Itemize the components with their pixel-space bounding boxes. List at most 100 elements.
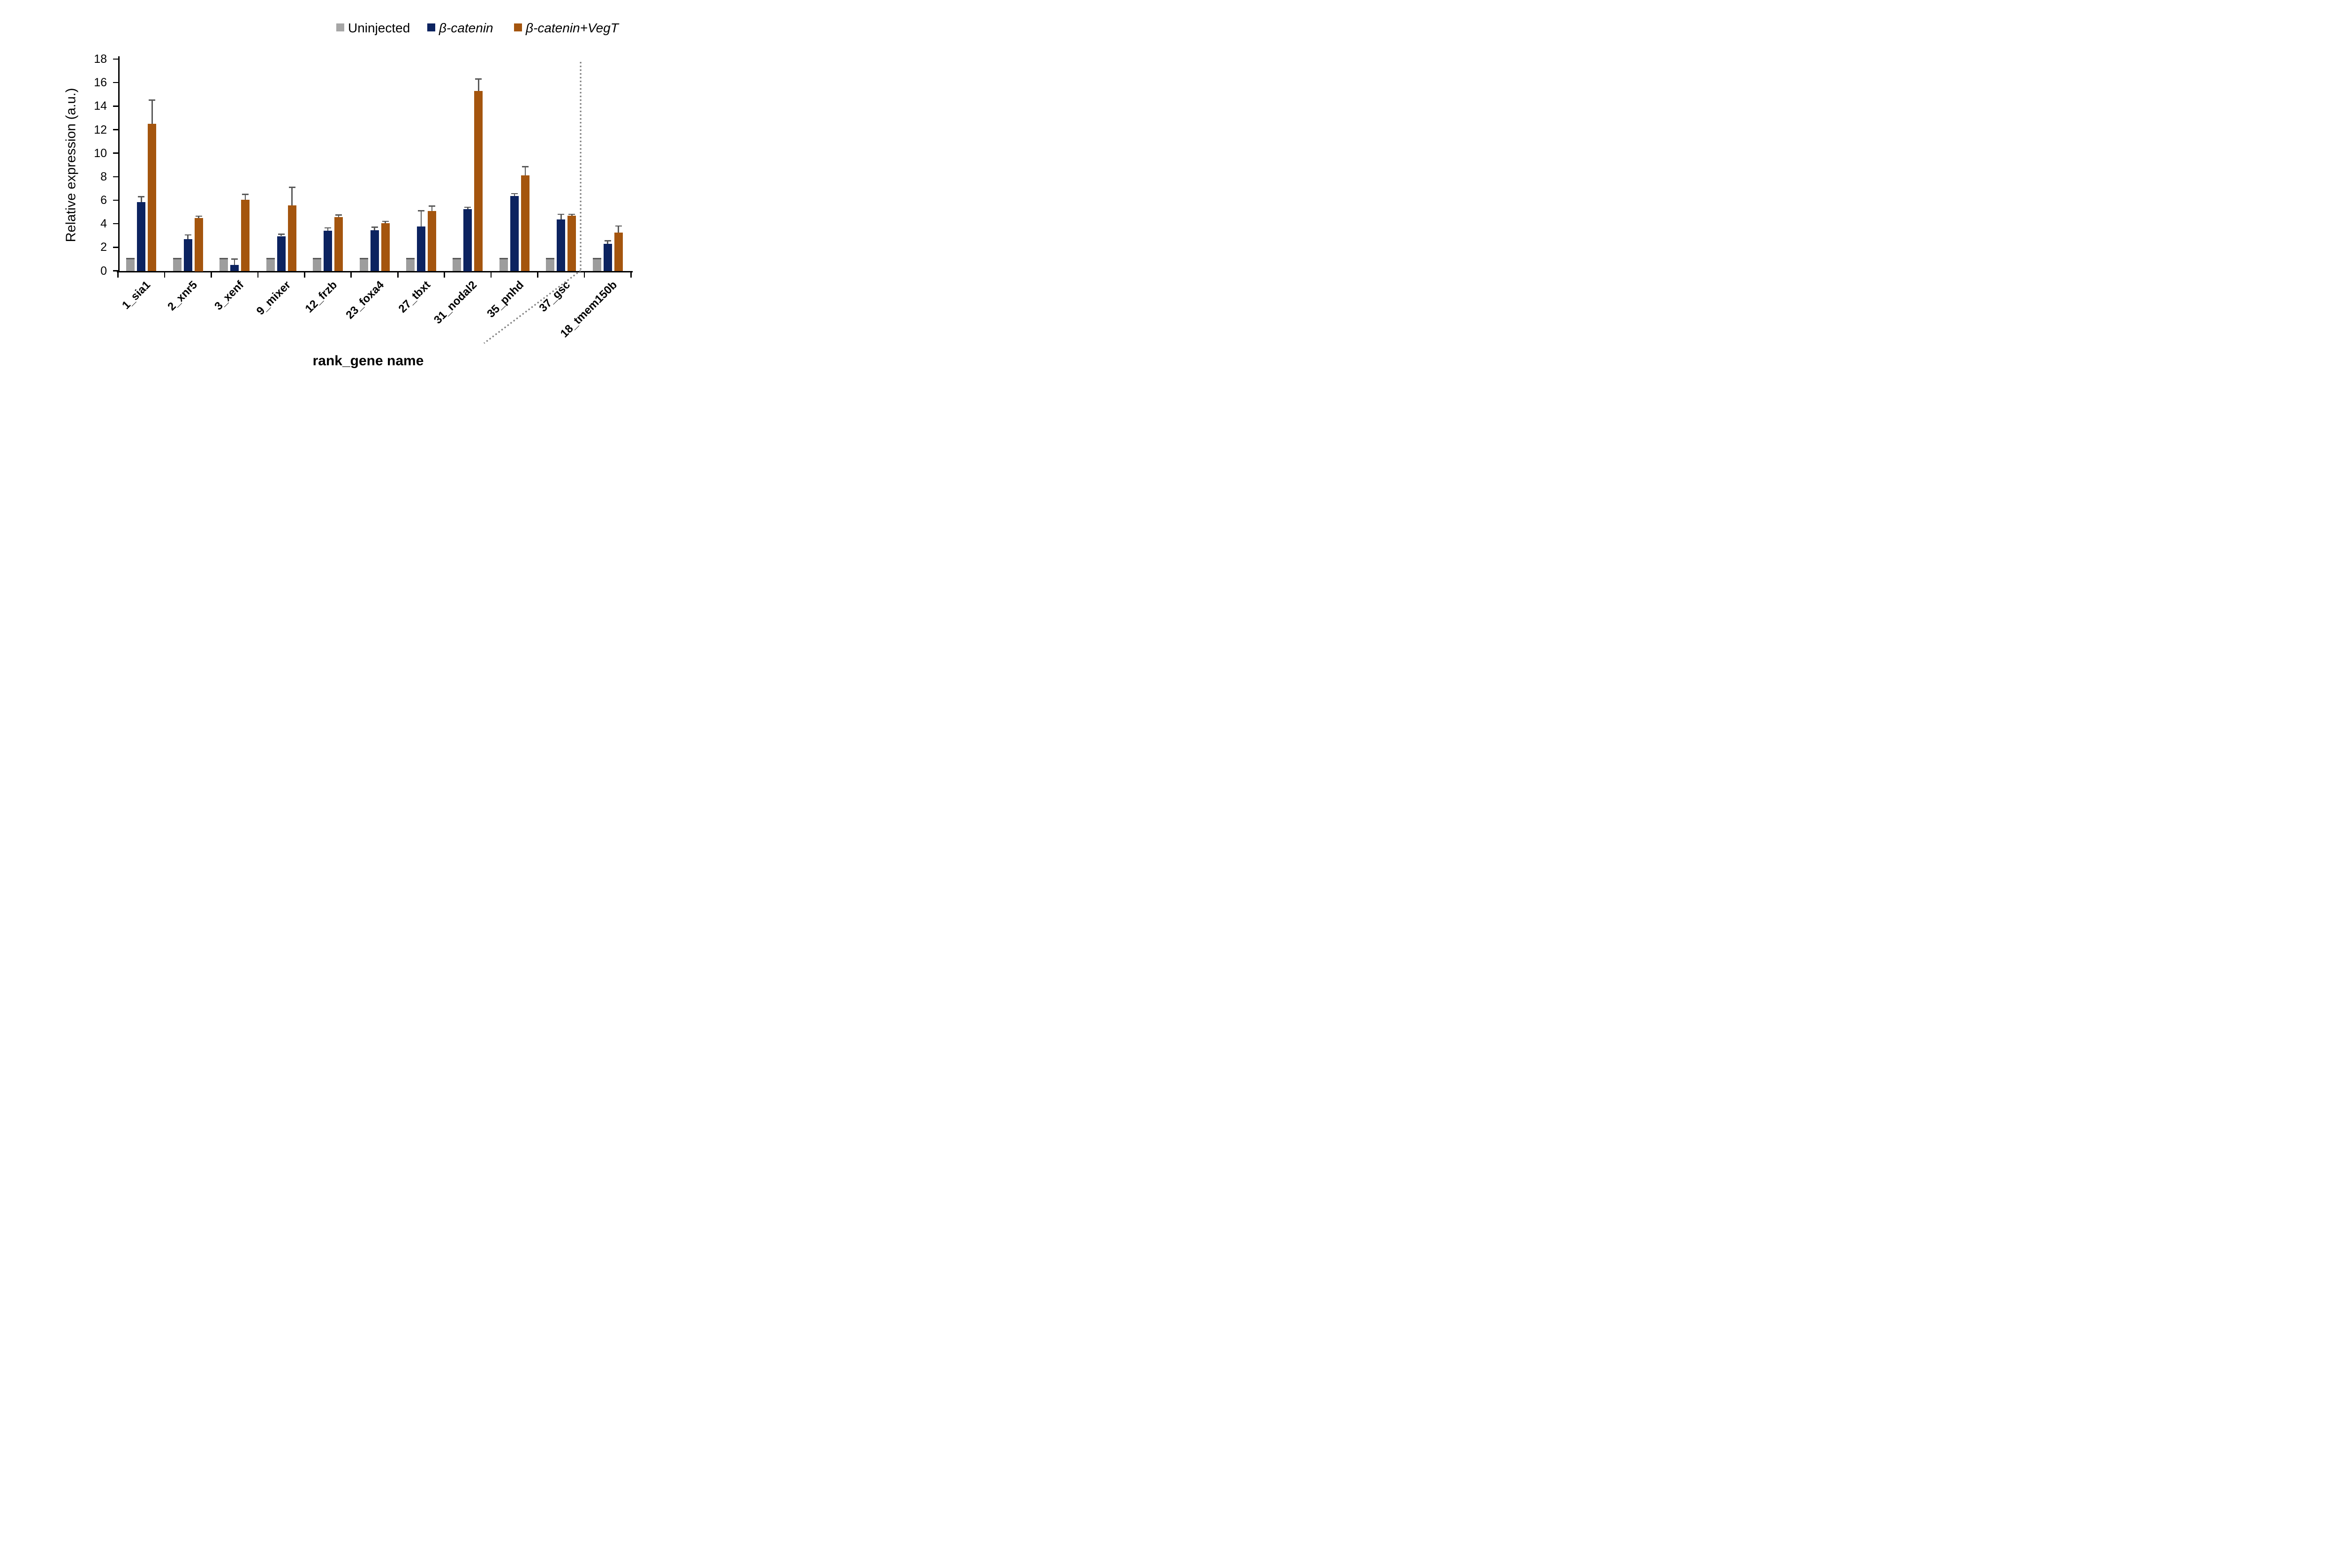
error-bar-stem bbox=[151, 100, 153, 124]
bar--catenin bbox=[324, 231, 333, 271]
bar--catenin-vegt bbox=[567, 215, 576, 271]
bar--catenin-vegt bbox=[381, 223, 390, 271]
legend-item-beta-catenin: β-catenin bbox=[427, 21, 493, 35]
x-axis-tick bbox=[350, 272, 352, 278]
error-bar-stem bbox=[478, 79, 479, 91]
x-tick-label: 23_foxa4 bbox=[343, 279, 386, 322]
bar-uninjected bbox=[406, 259, 415, 271]
error-bar-stem bbox=[560, 214, 562, 220]
y-axis-tick bbox=[113, 199, 118, 201]
y-tick-label: 14 bbox=[94, 99, 107, 113]
y-axis-tick bbox=[113, 270, 118, 271]
x-tick-label: 1_sia1 bbox=[120, 279, 153, 312]
bar--catenin-vegt bbox=[521, 175, 530, 271]
x-axis-line bbox=[116, 271, 633, 272]
error-bar-cap bbox=[568, 213, 575, 215]
error-bar-stem bbox=[140, 196, 142, 202]
bar-chart: Uninjected β-catenin β-catenin+VegT Rela… bbox=[0, 0, 675, 392]
x-axis-tick bbox=[583, 272, 585, 278]
x-axis-tick bbox=[397, 272, 399, 278]
bar--catenin bbox=[463, 209, 472, 271]
error-bar-stem bbox=[618, 226, 620, 233]
error-bar-cap bbox=[382, 220, 389, 222]
error-bar-cap bbox=[184, 234, 191, 236]
bar--catenin-vegt bbox=[241, 199, 250, 271]
y-tick-label: 10 bbox=[94, 146, 107, 160]
error-bar-cap bbox=[359, 258, 368, 259]
error-bar-stem bbox=[514, 194, 515, 196]
error-bar-cap bbox=[417, 210, 424, 211]
x-tick-label: 35_pnhd bbox=[484, 279, 526, 320]
error-bar-cap bbox=[511, 193, 518, 195]
bar--catenin-vegt bbox=[287, 205, 296, 271]
y-axis-tick bbox=[113, 129, 118, 130]
bar--catenin-vegt bbox=[427, 211, 436, 271]
legend-label-uninjected: Uninjected bbox=[348, 21, 410, 35]
error-bar-cap bbox=[499, 258, 508, 259]
error-bar-cap bbox=[242, 194, 249, 195]
bar-uninjected bbox=[313, 259, 322, 271]
error-bar-stem bbox=[431, 206, 433, 211]
error-bar-cap bbox=[195, 215, 202, 217]
error-bar-stem bbox=[524, 166, 526, 176]
x-tick-label: 3_xenf bbox=[212, 279, 247, 313]
error-bar-cap bbox=[475, 78, 482, 80]
bar-uninjected bbox=[219, 259, 228, 271]
error-bar-cap bbox=[325, 227, 332, 229]
error-bar-stem bbox=[198, 216, 199, 218]
error-bar-stem bbox=[234, 259, 235, 265]
y-tick-label: 12 bbox=[94, 123, 107, 136]
bar-uninjected bbox=[359, 259, 368, 271]
error-bar-stem bbox=[291, 187, 293, 206]
x-tick-label: 27_tbxt bbox=[396, 279, 433, 316]
bar--catenin bbox=[603, 243, 612, 271]
bar--catenin bbox=[137, 202, 146, 271]
bar--catenin bbox=[183, 239, 192, 271]
error-bar-cap bbox=[219, 258, 228, 259]
error-bar-cap bbox=[126, 258, 135, 259]
y-axis-tick bbox=[113, 223, 118, 225]
error-bar-cap bbox=[149, 99, 156, 101]
legend-swatch-beta-catenin-vegt bbox=[514, 23, 522, 31]
legend-label-beta-catenin: β-catenin bbox=[439, 21, 493, 35]
bar-uninjected bbox=[592, 259, 601, 271]
error-bar-cap bbox=[266, 258, 275, 259]
bar-uninjected bbox=[546, 259, 555, 271]
bar--catenin-vegt bbox=[334, 217, 343, 271]
bar--catenin bbox=[230, 264, 239, 271]
x-axis-tick bbox=[537, 272, 538, 278]
error-bar-stem bbox=[280, 234, 282, 236]
bar--catenin-vegt bbox=[148, 123, 157, 271]
error-bar-stem bbox=[385, 221, 386, 223]
error-bar-stem bbox=[187, 234, 189, 239]
error-bar-cap bbox=[522, 166, 529, 167]
y-tick-label: 18 bbox=[94, 53, 107, 66]
y-tick-label: 2 bbox=[100, 241, 107, 254]
bar--catenin bbox=[557, 219, 566, 271]
y-axis-tick bbox=[113, 106, 118, 107]
y-axis-line bbox=[118, 56, 120, 272]
error-bar-stem bbox=[327, 227, 329, 231]
bar-uninjected bbox=[499, 259, 508, 271]
bar-uninjected bbox=[126, 259, 135, 271]
legend-swatch-beta-catenin bbox=[427, 23, 435, 31]
legend-item-beta-catenin-vegt: β-catenin+VegT bbox=[514, 21, 619, 35]
bar--catenin-vegt bbox=[194, 218, 203, 271]
y-axis-tick bbox=[113, 152, 118, 154]
bar--catenin-vegt bbox=[614, 232, 623, 271]
x-axis-tick bbox=[117, 272, 119, 278]
error-bar-cap bbox=[604, 240, 611, 241]
error-bar-cap bbox=[546, 258, 555, 259]
error-bar-stem bbox=[374, 227, 375, 230]
x-tick-label: 12_frzb bbox=[303, 279, 340, 316]
error-bar-cap bbox=[173, 258, 182, 259]
error-bar-cap bbox=[138, 196, 145, 197]
y-tick-label: 4 bbox=[100, 217, 107, 231]
x-tick-label: 37_gsc bbox=[537, 279, 573, 315]
legend-item-uninjected: Uninjected bbox=[336, 21, 410, 35]
bar--catenin bbox=[277, 236, 286, 271]
error-bar-cap bbox=[558, 213, 565, 215]
bar-uninjected bbox=[173, 259, 182, 271]
bar--catenin bbox=[370, 230, 379, 271]
error-bar-stem bbox=[420, 211, 422, 227]
